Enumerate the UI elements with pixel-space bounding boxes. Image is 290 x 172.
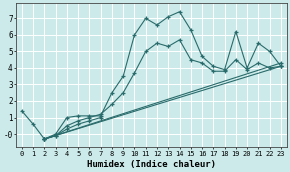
X-axis label: Humidex (Indice chaleur): Humidex (Indice chaleur) bbox=[87, 159, 216, 169]
